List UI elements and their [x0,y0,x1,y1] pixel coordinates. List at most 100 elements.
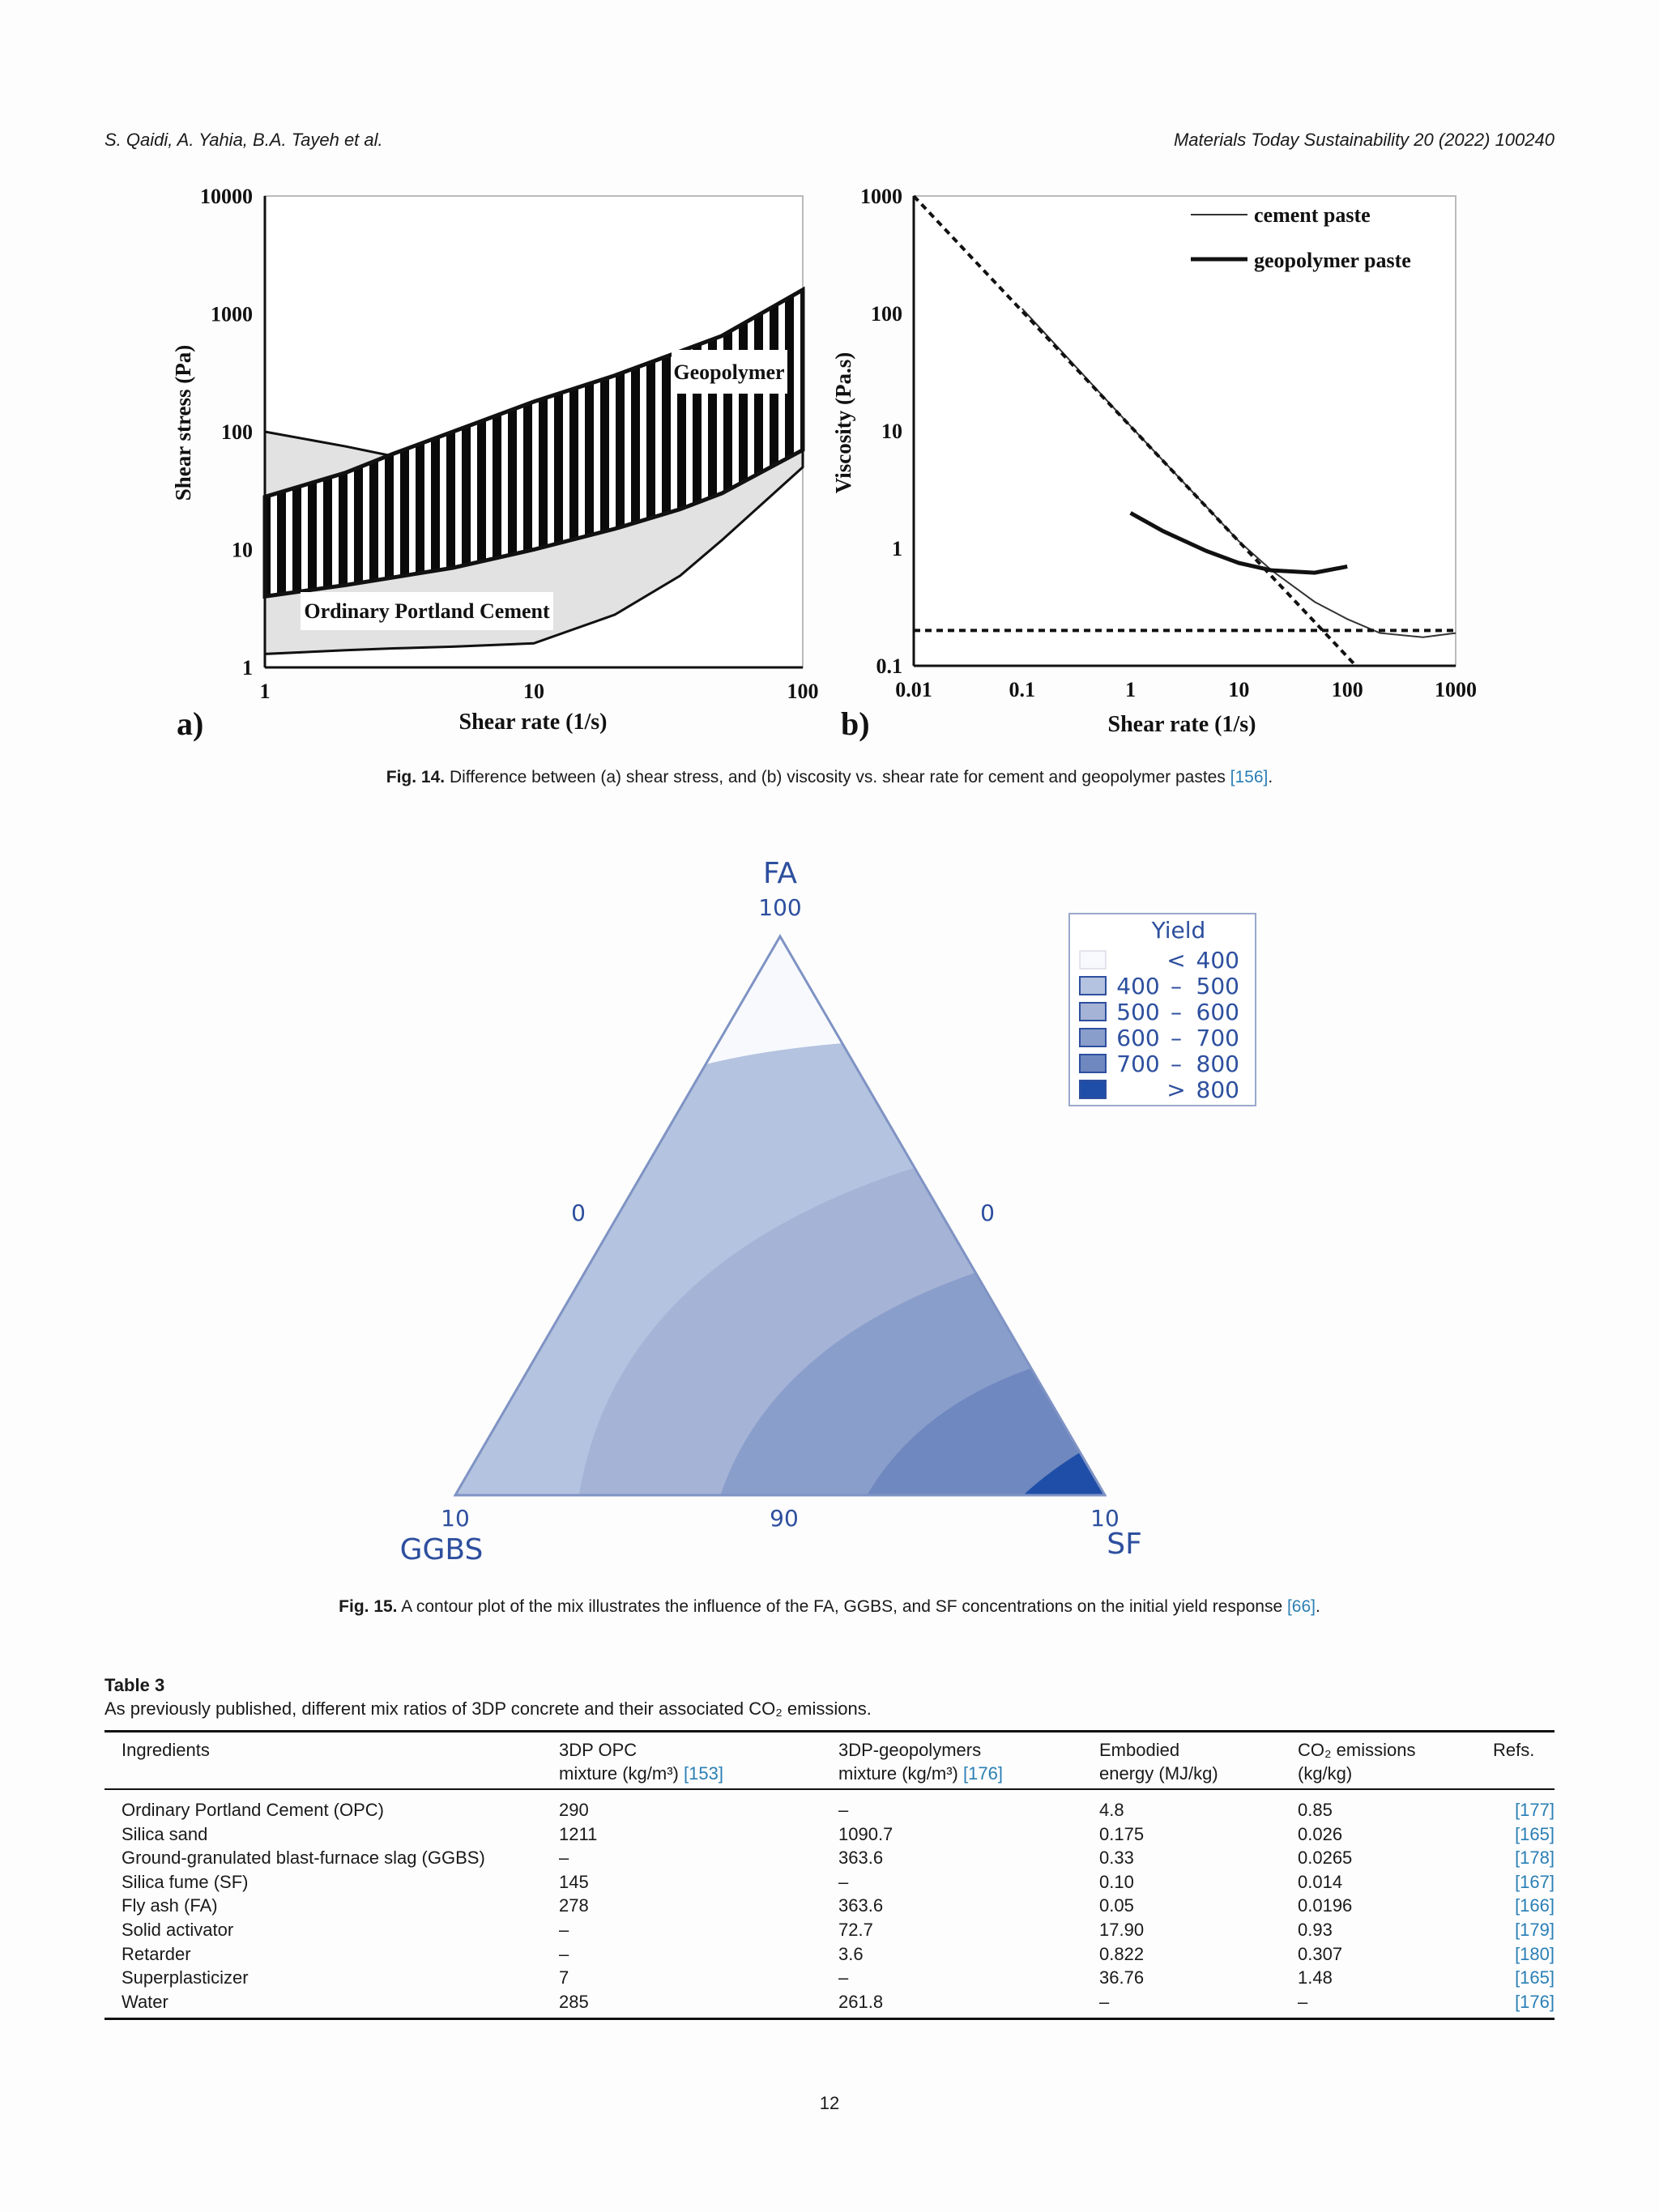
legend-title: Yield [1151,917,1206,944]
legend-range-high: 800 [1196,1051,1239,1077]
table-cell: 1.48 [1298,1967,1333,1988]
fig14-caption: Fig. 14. Difference between (a) shear st… [0,768,1659,787]
legend-range-low: 500 [1116,999,1159,1025]
legend-range-high: 600 [1196,999,1239,1025]
table-cell: – [559,1943,569,1964]
legend-separator: – [1171,1051,1182,1077]
table-cell: Retarder [122,1943,191,1964]
x-tick-label: 10 [1228,678,1249,701]
column-header: Refs. [1493,1738,1534,1762]
citation-link[interactable]: [176] [1515,1991,1555,2012]
legend-range-high: 800 [1196,1076,1239,1103]
legend-separator: > [1166,1076,1185,1103]
table-cell: – [838,1967,849,1988]
citation-link[interactable]: [153] [684,1763,723,1784]
table-cell: – [838,1800,849,1820]
table-top-rule [104,1730,1555,1733]
fig15-ternary-contour: FA 100 0 0 10 90 10 GGBS SF Yield <400 40… [400,857,1256,1566]
y-tick-label: 10 [881,420,902,443]
table-cell: 0.85 [1298,1800,1333,1820]
panel-label-a: a) [177,705,203,742]
geopolymer-label-box [672,350,787,394]
running-header-journal: Materials Today Sustainability 20 (2022)… [1173,130,1555,150]
citation-link[interactable]: [66] [1286,1597,1316,1616]
x-tick-label: 1 [1125,678,1136,701]
band-label-geopolymer: Geopolymer [673,360,784,384]
x-axis-title: Shear rate (1/s) [1108,712,1256,737]
citation-link[interactable]: [179] [1515,1920,1555,1940]
tick-right-edge: 0 [980,1200,995,1226]
citation-link[interactable]: [165] [1515,1967,1555,1988]
header-line-1: Refs. [1493,1740,1535,1760]
table-cell: 0.822 [1099,1943,1145,1964]
legend-swatch [1079,1002,1107,1021]
series-line-dashed-2 [912,194,1358,667]
citation-link[interactable]: [177] [1515,1800,1555,1820]
table-cell: 4.8 [1099,1800,1124,1820]
citation-link[interactable]: [180] [1515,1943,1555,1964]
legend-label-geopolymer: geopolymer paste [1254,249,1411,272]
table-cell: – [559,1920,569,1940]
x-tick-label: 1 [260,680,271,703]
tick-bottom-mid: 90 [770,1505,799,1532]
x-tick-label: 100 [787,680,819,703]
table-cell: 0.0265 [1298,1848,1353,1869]
table-cell: Ground-granulated blast-furnace slag (GG… [122,1848,485,1869]
table-bottom-rule [104,2018,1555,2020]
legend-separator: – [1171,1025,1182,1051]
table-cell: 285 [559,1991,589,2012]
legend-separator: – [1171,973,1182,999]
y-tick-label: 1000 [860,185,902,208]
y-tick-label: 1 [242,656,253,680]
header-line-1: Embodied [1099,1740,1180,1760]
citation-link[interactable]: [166] [1515,1895,1555,1916]
table-cell: 261.8 [838,1991,884,2012]
caption-end: . [1316,1597,1320,1616]
legend-swatch [1079,950,1107,970]
band-geopolymer [262,286,805,599]
column-header: Embodied energy (MJ/kg) [1099,1738,1218,1785]
table-cell: 145 [559,1871,589,1892]
legend-range-low: 600 [1116,1025,1159,1051]
header-unit: mixture (kg/m³) [559,1763,684,1784]
axis-label-ggbs: GGBS [400,1533,484,1566]
citation-link[interactable]: [167] [1515,1871,1555,1892]
caption-end: . [1268,768,1273,786]
table-cell: 363.6 [838,1895,884,1916]
table-header-rule [104,1788,1555,1790]
table-cell: 0.026 [1298,1823,1343,1844]
header-unit: (kg/kg) [1298,1763,1353,1784]
table-cell: 0.307 [1298,1943,1343,1964]
table-cell: 36.76 [1099,1967,1145,1988]
x-tick-label: 0.01 [895,678,932,701]
axis-label-fa: FA [763,857,797,890]
caption-label: Fig. 15. [339,1597,398,1616]
panel-label-b: b) [841,705,870,742]
legend-range-high: 400 [1196,947,1239,974]
legend-swatch [1079,976,1107,995]
tick-top: 100 [758,894,801,921]
y-tick-label: 1 [892,537,902,560]
citation-link[interactable]: [176] [963,1763,1003,1784]
y-tick-label: 10000 [200,185,253,208]
legend-swatch [1079,1080,1107,1099]
y-tick-label: 10 [232,539,253,562]
citation-link[interactable]: [165] [1515,1823,1555,1844]
fig14a-chart: 1 10 100 1000 10000 1 10 100 Geopolymer Ordinar… [171,185,819,742]
y-tick-label: 0.1 [876,654,903,678]
citation-link[interactable]: [178] [1515,1848,1555,1869]
header-line-2: energy (MJ/kg) [1099,1762,1218,1785]
legend-separator: < [1166,947,1185,974]
table-label: Table 3 [104,1675,165,1695]
y-axis-title: Viscosity (Pa.s) [831,352,855,493]
table-cell: 290 [559,1800,589,1820]
citation-link[interactable]: [156] [1230,768,1269,786]
column-header: Ingredients [122,1738,210,1762]
table-cell: 17.90 [1099,1920,1145,1940]
x-axis-title: Shear rate (1/s) [459,710,608,735]
table-cell: 363.6 [838,1848,884,1869]
table-cell: – [1298,1991,1308,2012]
